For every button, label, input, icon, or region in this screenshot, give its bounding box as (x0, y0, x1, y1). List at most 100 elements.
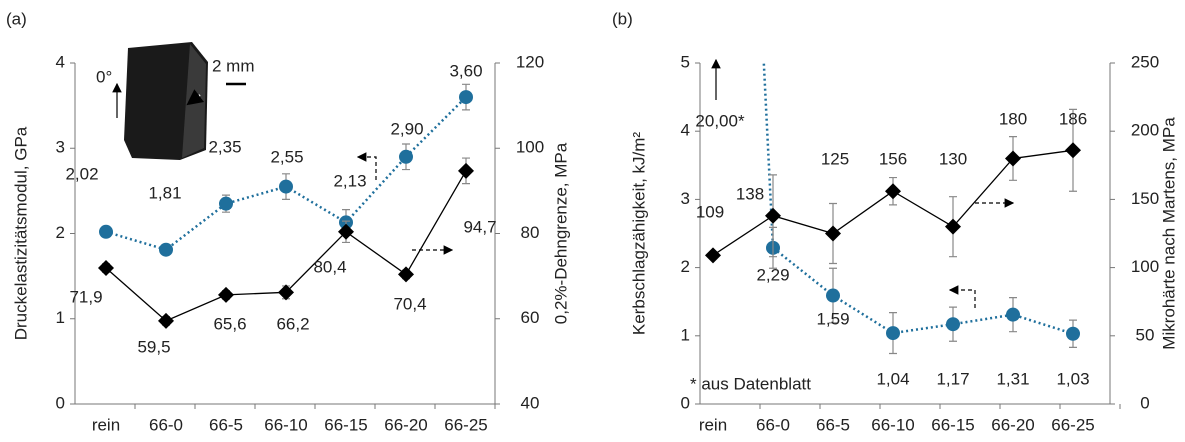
y2-tick-label: 80 (521, 223, 540, 242)
specimen-photo (124, 42, 208, 160)
value-label: 94,7 (463, 217, 496, 236)
data-point (1005, 150, 1021, 167)
y-tick-label: 5 (681, 52, 690, 71)
x-tick-label: 66-10 (264, 415, 307, 434)
y2-tick-label: 120 (516, 52, 544, 71)
plot-area (705, 63, 1081, 355)
value-label: 65,6 (213, 314, 246, 333)
x-tick-label: 66-25 (444, 415, 487, 434)
data-point (158, 312, 174, 329)
y2-tick-label: 250 (1131, 52, 1159, 71)
data-point (826, 288, 840, 303)
y-tick-label: 0 (56, 393, 65, 412)
data-point (159, 242, 173, 257)
data-point (945, 218, 961, 235)
value-label: 2,02 (65, 164, 98, 183)
y2-tick-label: 0 (1140, 393, 1149, 412)
annotation: 0° (96, 67, 112, 86)
footnote: * aus Datenblatt (690, 374, 811, 393)
y-axis-title: Kerbschlagzähigkeit, kJ/m² (629, 132, 648, 335)
y2-tick-label: 150 (1131, 189, 1159, 208)
value-label: 138 (736, 184, 764, 203)
data-point (1066, 326, 1080, 341)
data-point (99, 224, 113, 239)
data-point (765, 207, 781, 224)
y-tick-label: 1 (56, 308, 65, 327)
data-point (399, 149, 413, 164)
y-tick-label: 2 (56, 223, 65, 242)
y2-tick-label: 100 (1131, 257, 1159, 276)
data-point (218, 286, 234, 303)
value-label: 180 (999, 109, 1027, 128)
x-tick-label: 66-15 (324, 415, 367, 434)
axis-indicator (356, 152, 377, 180)
x-tick-label: 66-5 (209, 415, 243, 434)
y2-tick-label: 100 (516, 138, 544, 157)
data-point (278, 284, 294, 301)
value-label: 66,2 (276, 314, 309, 333)
y-tick-label: 4 (56, 52, 65, 71)
y-tick-label: 3 (56, 138, 65, 157)
value-label: 156 (879, 149, 907, 168)
data-point (946, 317, 960, 332)
value-label: 80,4 (313, 257, 346, 276)
data-point (825, 225, 841, 242)
value-label: 3,60 (449, 61, 482, 80)
data-point (98, 260, 114, 277)
y2-tick-label: 40 (521, 393, 540, 412)
x-tick-label: rein (699, 415, 727, 434)
x-tick-label: 66-5 (816, 415, 850, 434)
value-label: 2,29 (756, 265, 789, 284)
value-label: 109 (696, 202, 724, 221)
x-tick-label: 66-20 (991, 415, 1034, 434)
value-label: 2,55 (270, 147, 303, 166)
data-point (458, 162, 474, 179)
value-label: 20,00* (695, 111, 745, 130)
y2-tick-label: 200 (1131, 121, 1159, 140)
x-tick-label: 66-0 (149, 415, 183, 434)
data-point (1006, 307, 1020, 322)
value-label: 70,4 (393, 294, 426, 313)
value-label: 125 (821, 149, 849, 168)
value-label: 2,90 (390, 119, 423, 138)
data-point (886, 326, 900, 341)
data-point (279, 179, 293, 194)
value-label: 1,04 (876, 369, 909, 388)
y-tick-label: 2 (681, 257, 690, 276)
value-label: 1,17 (936, 369, 969, 388)
data-point (338, 223, 354, 240)
y-axis-title: Druckelastizitätsmodul, GPa (11, 126, 30, 340)
data-point (885, 183, 901, 200)
x-tick-label: 66-10 (871, 415, 914, 434)
y-tick-label: 0 (681, 393, 690, 412)
value-label: 2,13 (333, 171, 366, 190)
value-label: 1,03 (1056, 369, 1089, 388)
annotation: 2 mm (212, 56, 255, 75)
data-point (1065, 142, 1081, 159)
data-point (459, 90, 473, 105)
y-tick-label: 3 (681, 189, 690, 208)
value-label: 1,59 (816, 309, 849, 328)
x-tick-label: 66-25 (1051, 415, 1094, 434)
x-tick-label: 66-0 (756, 415, 790, 434)
x-tick-label: rein (92, 415, 120, 434)
x-tick-label: 66-15 (931, 415, 974, 434)
x-tick-label: 66-20 (384, 415, 427, 434)
y-tick-label: 4 (681, 121, 690, 140)
value-label: 71,9 (69, 287, 102, 306)
plot-area (98, 83, 474, 329)
panel-label: (b) (612, 9, 633, 28)
axis-indicator (948, 285, 976, 308)
value-label: 1,31 (996, 369, 1029, 388)
y2-tick-label: 60 (521, 308, 540, 327)
data-point (398, 266, 414, 283)
value-label: 130 (939, 149, 967, 168)
panel-label: (a) (6, 9, 27, 28)
y2-axis-title: Mikrohärte nach Martens, MPa (1159, 117, 1178, 350)
y-tick-label: 1 (681, 325, 690, 344)
value-label: 2,35 (208, 137, 241, 156)
data-point (219, 196, 233, 211)
value-label: 186 (1059, 109, 1087, 128)
y2-axis-title: 0,2%-Dehngrenze, MPa (551, 142, 570, 324)
